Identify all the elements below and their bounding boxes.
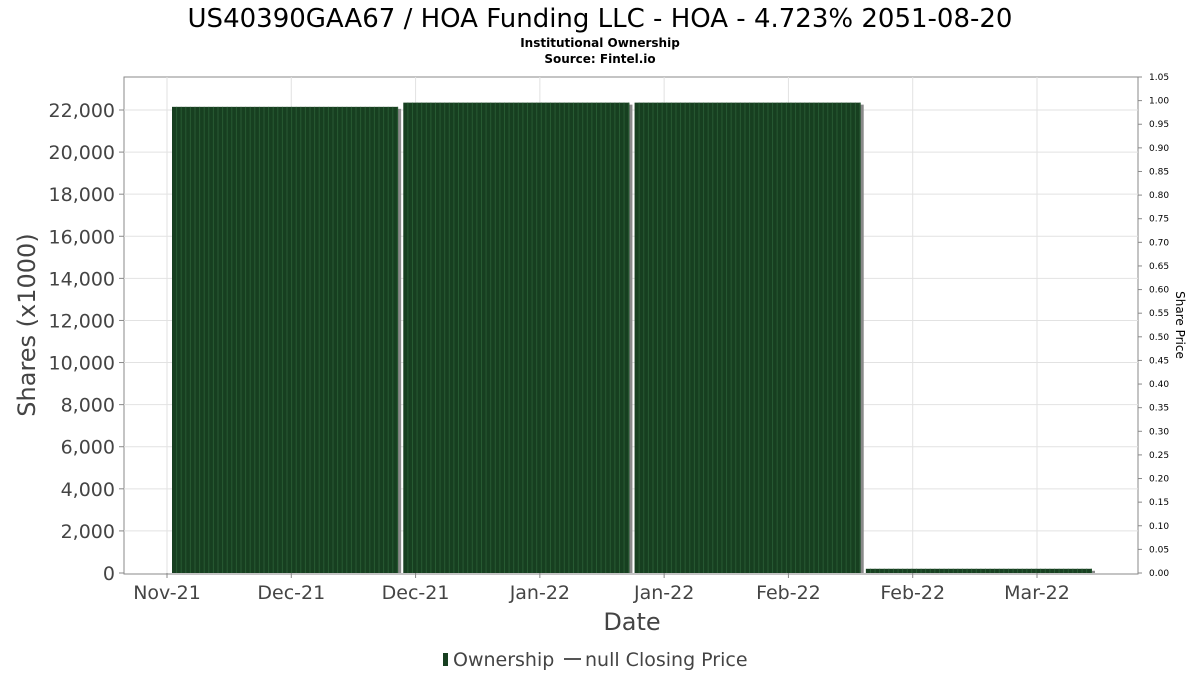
y2-tick-label: 0.60: [1149, 286, 1169, 296]
y-axis-ticks: 0 2,000 4,000 6,000 8,000 10,000 12,000 14,000 1…: [49, 100, 124, 585]
x-tick-label: Jan-22: [633, 582, 694, 604]
y2-axis-ticks: 0.00 0.05 0.10 0.15 0.20 0.25 0.30 0.35 0.40 0.45…: [1138, 73, 1169, 579]
y2-tick-label: 0.20: [1149, 475, 1169, 485]
x-tick-label: Mar-22: [1004, 582, 1070, 604]
x-tick-label: Dec-21: [382, 582, 450, 604]
y2-tick-label: 0.50: [1149, 333, 1169, 343]
x-tick-label: Nov-21: [133, 582, 201, 604]
x-axis-ticks: Nov-21 Dec-21 Dec-21 Jan-22 Jan-22 Feb-22 Feb-…: [133, 573, 1070, 604]
y-tick-label: 8,000: [61, 395, 115, 417]
ownership-bar-1: [172, 106, 399, 573]
chart-subtitle-line-2: Source: Fintel.io: [544, 52, 655, 66]
y2-tick-label: 0.80: [1149, 191, 1169, 201]
y2-tick-label: 0.45: [1149, 356, 1169, 366]
y2-tick-label: 0.10: [1149, 522, 1169, 532]
y2-axis-title: Share Price: [1173, 291, 1187, 359]
chart-subtitle-line-1: Institutional Ownership: [520, 36, 680, 50]
y2-tick-label: 0.90: [1149, 144, 1169, 154]
y-tick-label: 0: [103, 563, 115, 585]
y-tick-label: 12,000: [49, 310, 115, 332]
x-tick-label: Jan-22: [509, 582, 570, 604]
y2-tick-label: 0.95: [1149, 120, 1169, 130]
legend: Ownership null Closing Price: [443, 649, 748, 671]
y-tick-label: 10,000: [49, 353, 115, 375]
y2-tick-label: 0.25: [1149, 451, 1169, 461]
y2-tick-label: 0.40: [1149, 380, 1169, 390]
y2-tick-label: 0.30: [1149, 427, 1169, 437]
y2-tick-label: 0.00: [1149, 569, 1169, 579]
y2-tick-label: 1.05: [1149, 73, 1169, 83]
chart-title: US40390GAA67 / HOA Funding LLC - HOA - 4…: [188, 4, 1013, 34]
ownership-bar-2: [403, 102, 630, 573]
y-tick-label: 2,000: [61, 521, 115, 543]
y-tick-label: 18,000: [49, 184, 115, 206]
x-tick-label: Feb-22: [756, 582, 821, 604]
ownership-bars: [172, 102, 1095, 573]
y-tick-label: 14,000: [49, 268, 115, 290]
x-axis-title: Date: [603, 608, 660, 636]
ownership-bar-4: [865, 568, 1092, 573]
y2-tick-label: 0.05: [1149, 545, 1169, 555]
y-tick-label: 20,000: [49, 142, 115, 164]
y2-tick-label: 0.65: [1149, 262, 1169, 272]
x-tick-label: Dec-21: [257, 582, 325, 604]
y2-tick-label: 0.70: [1149, 238, 1169, 248]
ownership-bar-3: [634, 102, 861, 573]
legend-closing-price-label: null Closing Price: [585, 649, 748, 671]
y2-tick-label: 1.00: [1149, 97, 1169, 107]
y-tick-label: 22,000: [49, 100, 115, 122]
legend-ownership-swatch: [443, 653, 448, 666]
y2-tick-label: 0.75: [1149, 215, 1169, 225]
x-tick-label: Feb-22: [880, 582, 945, 604]
y2-tick-label: 0.85: [1149, 167, 1169, 177]
y-tick-label: 16,000: [49, 226, 115, 248]
legend-ownership-label: Ownership: [453, 649, 554, 671]
y2-tick-label: 0.15: [1149, 498, 1169, 508]
y-tick-label: 4,000: [61, 479, 115, 501]
y-tick-label: 6,000: [61, 437, 115, 459]
y2-tick-label: 0.55: [1149, 309, 1169, 319]
y-axis-title: Shares (x1000): [13, 233, 41, 416]
y2-tick-label: 0.35: [1149, 404, 1169, 414]
